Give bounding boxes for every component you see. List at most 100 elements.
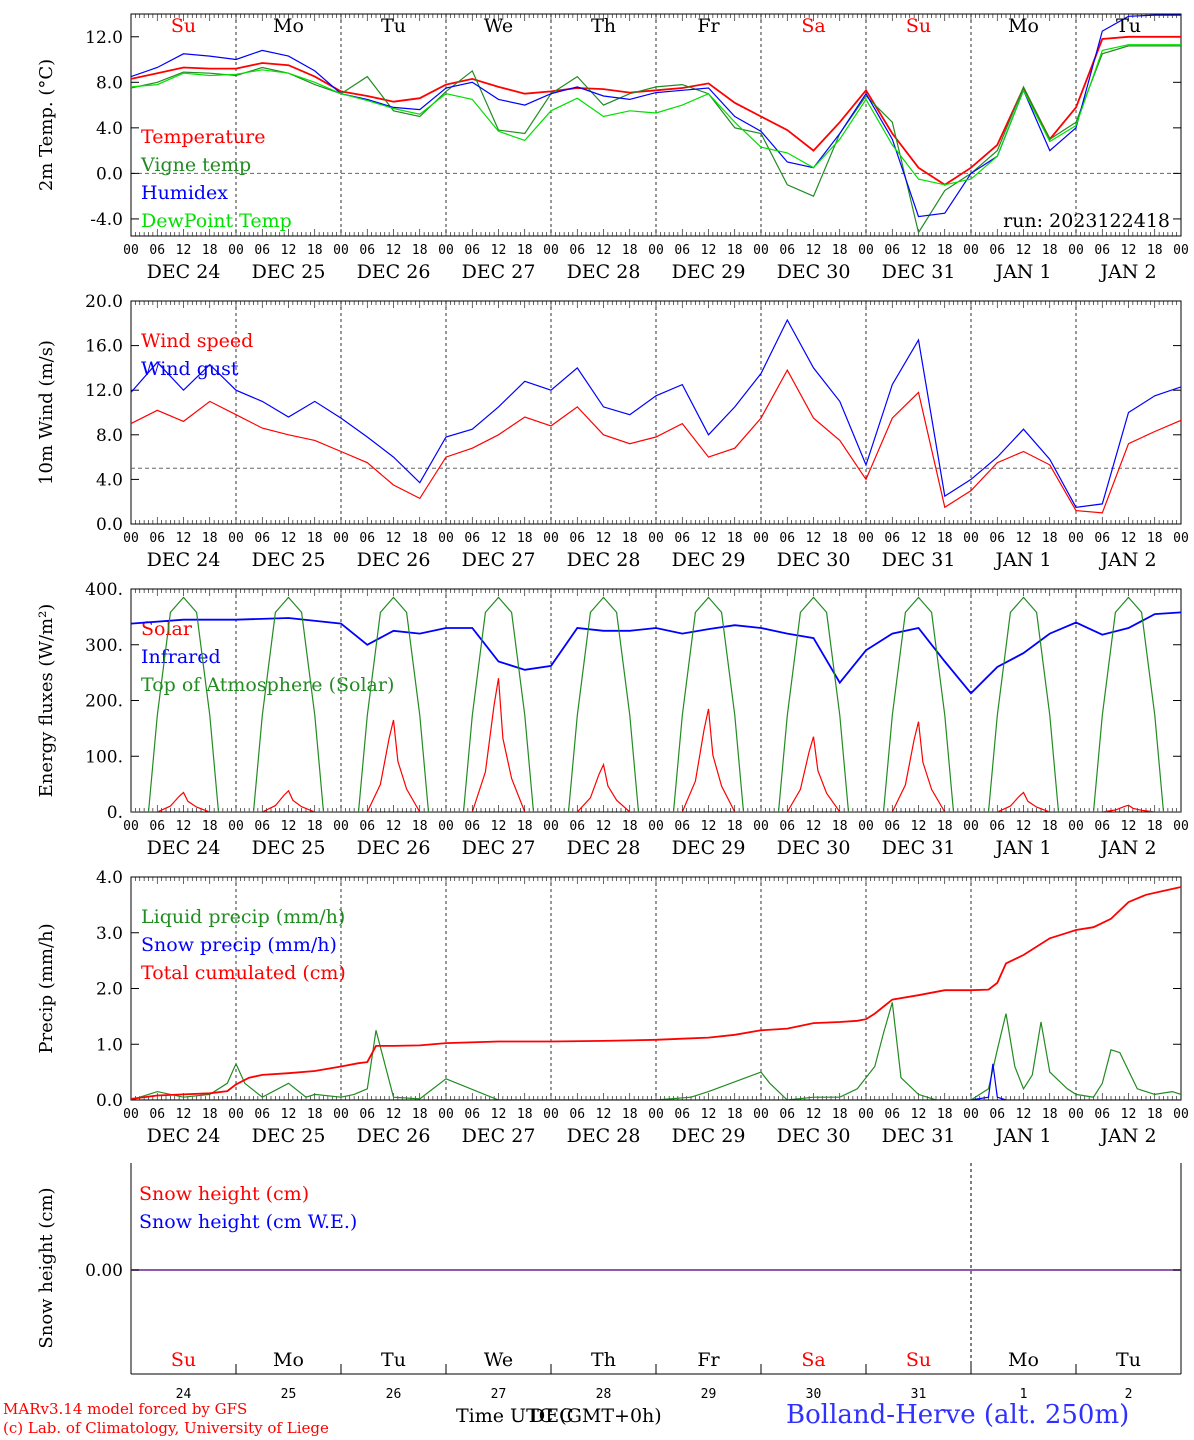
hour-label: 00 [228, 243, 244, 258]
hour-label: 06 [569, 531, 585, 546]
weekday-label: Mo [1008, 1349, 1039, 1371]
series-line [131, 886, 1181, 1100]
weekday-label: Mo [273, 15, 304, 37]
date-label: DEC 25 [252, 261, 326, 283]
hour-label: 12 [806, 819, 822, 834]
y-tick-label: -4.0 [90, 210, 123, 230]
hour-label: 00 [1173, 1107, 1189, 1122]
hour-label: 00 [543, 243, 559, 258]
weekday-label: Th [591, 15, 616, 37]
hour-label: 00 [438, 243, 454, 258]
hour-label: 06 [149, 819, 165, 834]
legend-entry: Snow precip (mm/h) [141, 934, 337, 956]
hour-label: 06 [464, 531, 480, 546]
hour-label: 00 [858, 243, 874, 258]
hour-label: 18 [622, 819, 638, 834]
hour-label: 00 [123, 531, 139, 546]
date-label: DEC 31 [882, 837, 956, 859]
hour-label: 18 [727, 1107, 743, 1122]
hour-label: 18 [412, 243, 428, 258]
hour-label: 18 [202, 1107, 218, 1122]
series-line [131, 611, 1181, 695]
date-label: DEC 27 [462, 549, 536, 571]
hour-label: 12 [806, 243, 822, 258]
hour-label: 00 [123, 1107, 139, 1122]
hour-label: 06 [359, 1107, 375, 1122]
hour-label: 00 [963, 243, 979, 258]
hour-label: 06 [359, 243, 375, 258]
date-label: DEC 30 [777, 1125, 851, 1147]
y-tick-label: 8.0 [96, 426, 123, 446]
weekday-label: Tu [381, 15, 406, 37]
legend-entry: Liquid precip (mm/h) [141, 906, 345, 928]
hour-label: 18 [1042, 243, 1058, 258]
hour-label: 06 [1094, 1107, 1110, 1122]
date-label: DEC 28 [567, 1125, 641, 1147]
legend-entry: Infrared [141, 646, 221, 668]
hour-label: 12 [1121, 1107, 1137, 1122]
legend-entry: Snow height (cm) [139, 1183, 309, 1205]
hour-label: 12 [491, 819, 507, 834]
series-line [131, 1002, 1181, 1100]
date-label: JAN 2 [1098, 261, 1156, 283]
y-tick-label: 0. [107, 803, 123, 823]
hour-label: 00 [543, 1107, 559, 1122]
legend-entry: Temperature [141, 126, 265, 148]
hour-label: 12 [386, 1107, 402, 1122]
hour-label: 06 [989, 1107, 1005, 1122]
hour-label: 06 [149, 1107, 165, 1122]
date-label: DEC 25 [252, 549, 326, 571]
series-line [131, 596, 1181, 812]
date-label: DEC 30 [777, 261, 851, 283]
hour-label: 06 [989, 819, 1005, 834]
y-tick-label: 20.0 [85, 292, 123, 312]
date-label: DEC 29 [672, 261, 746, 283]
legend-entry: Total cumulated (cm) [141, 962, 346, 984]
hour-label: 06 [254, 1107, 270, 1122]
hour-label: 00 [753, 1107, 769, 1122]
hour-label: 00 [228, 819, 244, 834]
plot-frame [130, 588, 1182, 813]
panel-3: 400. 300. 200. 100. 0. Energy fluxes (W/m²) 00… [36, 580, 1189, 859]
hour-label: 18 [727, 243, 743, 258]
hour-label: 12 [1016, 243, 1032, 258]
y-tick-label: 300. [85, 636, 123, 656]
hour-label: 18 [832, 1107, 848, 1122]
hour-label: 00 [753, 243, 769, 258]
run-annotation: run: 2023122418 [1003, 210, 1170, 232]
hour-label: 18 [622, 243, 638, 258]
day-number: 28 [596, 1387, 612, 1402]
date-label: DEC 24 [147, 261, 221, 283]
hour-label: 12 [911, 243, 927, 258]
date-label: DEC 24 [147, 549, 221, 571]
hour-label: 00 [1068, 819, 1084, 834]
date-label: DEC 30 [777, 837, 851, 859]
date-label: JAN 1 [993, 261, 1051, 283]
y-tick-label: 12.0 [85, 28, 123, 48]
hour-label: 12 [176, 531, 192, 546]
y-tick-label: 4.0 [96, 868, 123, 888]
panel-2: 20.0 16.0 12.0 8.0 4.0 0.0 10m Wind (m/s) 00 06 1… [36, 292, 1189, 571]
y-tick-label: 4.0 [96, 119, 123, 139]
y-axis-label: Energy fluxes (W/m²) [36, 604, 57, 798]
weekday-label: Su [171, 1349, 196, 1371]
hour-label: 12 [281, 531, 297, 546]
hour-label: 18 [1147, 819, 1163, 834]
hour-label: 18 [1147, 1107, 1163, 1122]
hour-label: 12 [596, 243, 612, 258]
legend-entry: Solar [141, 618, 193, 640]
date-label: DEC 27 [462, 1125, 536, 1147]
hour-label: 18 [1042, 1107, 1058, 1122]
hour-label: 12 [491, 243, 507, 258]
hour-label: 00 [438, 531, 454, 546]
y-tick-label: 0.0 [96, 1091, 123, 1111]
hour-label: 18 [202, 243, 218, 258]
weekday-label: Mo [273, 1349, 304, 1371]
day-number: 25 [281, 1387, 297, 1402]
legend-entry: Humidex [141, 182, 228, 204]
y-tick-label: 4.0 [96, 470, 123, 490]
date-label: JAN 1 [993, 1125, 1051, 1147]
hour-label: 18 [307, 1107, 323, 1122]
hour-label: 00 [963, 819, 979, 834]
series-line [131, 45, 1181, 235]
